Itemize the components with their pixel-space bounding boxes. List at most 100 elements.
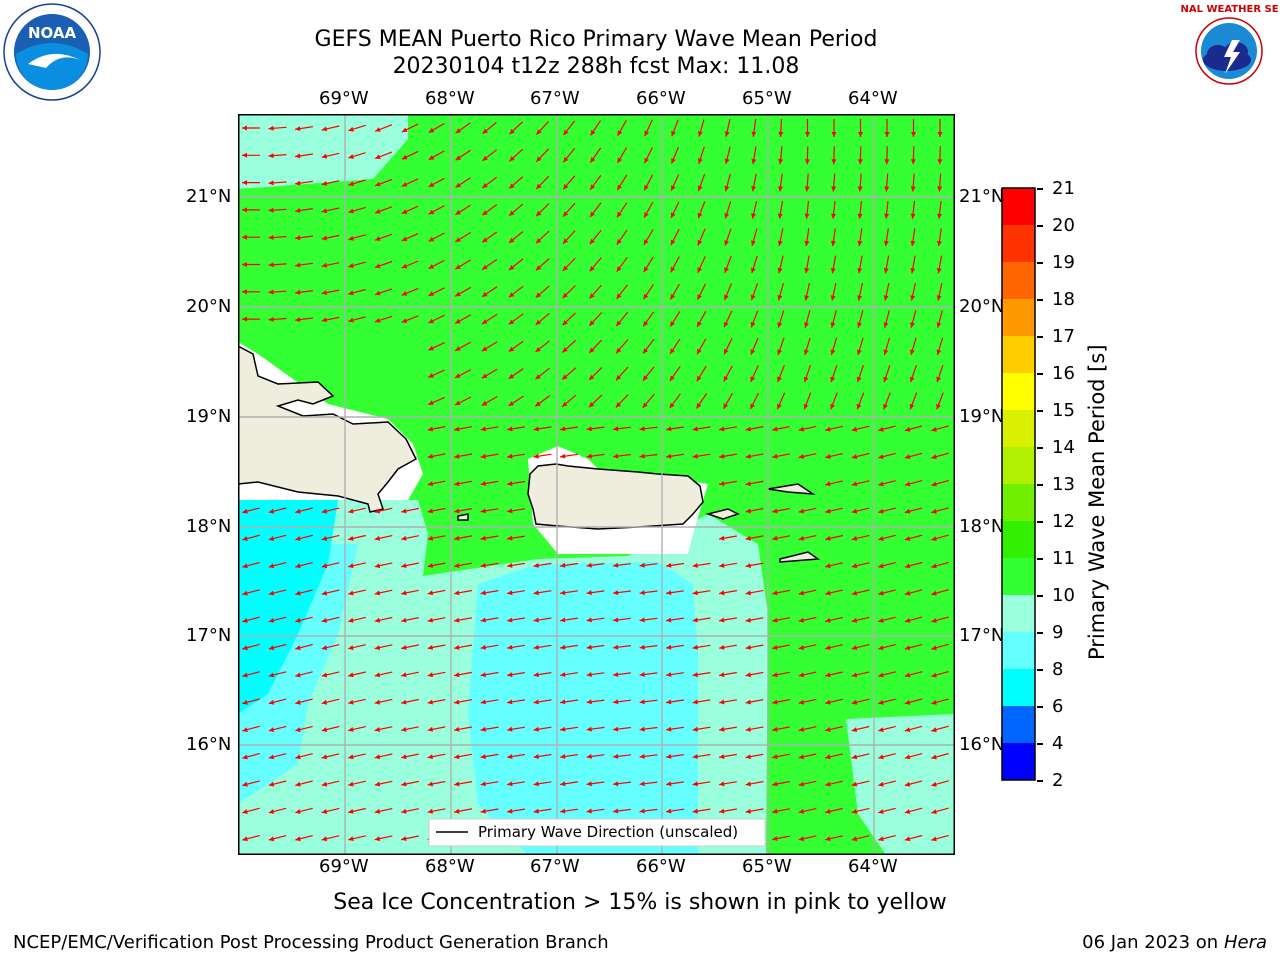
wave-arrow-head: [666, 426, 672, 432]
wave-arrow-head: [508, 401, 514, 406]
wave-arrow-head: [375, 154, 381, 160]
wave-arrow-head: [857, 349, 862, 355]
wave-arrow-head: [825, 426, 831, 432]
wave-arrow-head: [374, 590, 381, 596]
wave-arrow-head: [825, 645, 831, 650]
wave-arrow-head: [772, 836, 778, 841]
wave-arrow-head: [878, 781, 884, 787]
wave-arrow-head: [772, 426, 778, 432]
wave-arrow-head: [825, 454, 831, 459]
wave-arrow-head: [295, 563, 301, 569]
wave-arrow-head: [268, 781, 275, 787]
wave-arrow-head: [931, 508, 937, 514]
wave-arrow-head: [825, 590, 831, 596]
wave-arrow-head: [295, 809, 301, 814]
wave-arrow-head: [589, 238, 595, 245]
wave-arrow-head: [857, 268, 863, 274]
wave-arrow-head: [931, 454, 937, 460]
wave-arrow-head: [427, 426, 433, 432]
wave-arrow-head: [586, 562, 592, 568]
wave-arrow-head: [851, 645, 858, 651]
colorbar-segment: [1002, 484, 1035, 522]
wave-arrow-head: [937, 186, 943, 192]
wave-arrow-head: [878, 536, 884, 541]
wave-arrow-head: [509, 237, 515, 243]
wave-arrow-head: [670, 294, 676, 300]
wave-arrow-head: [268, 262, 274, 268]
wave-arrow-head: [798, 590, 805, 596]
wave-arrow-head: [586, 808, 592, 814]
wave-arrow-head: [242, 754, 248, 760]
wave-arrow-head: [719, 426, 725, 432]
lat-tick-left-18n: 18°N: [186, 516, 232, 537]
wave-arrow-head: [878, 809, 884, 814]
wave-arrow-head: [750, 294, 756, 301]
noaa-logo: NOAA: [3, 3, 101, 101]
period-9-10-region-north: [238, 114, 408, 189]
colorbar-tick: 2: [1052, 770, 1064, 791]
wave-arrow-head: [830, 403, 835, 410]
map-panel: Primary Wave Direction (unscaled): [238, 114, 955, 855]
wave-arrow-head: [883, 295, 889, 301]
wave-arrow-head: [348, 808, 354, 814]
wave-arrow-head: [562, 265, 568, 271]
colorbar-tick: 20: [1052, 215, 1075, 236]
wave-arrow-head: [375, 127, 381, 132]
wave-arrow-head: [936, 349, 942, 355]
wave-arrow-head: [830, 240, 836, 247]
wave-arrow-head: [719, 726, 725, 732]
wave-arrow-head: [268, 590, 275, 596]
wave-arrow-head: [804, 186, 810, 192]
wave-arrow-head: [825, 535, 831, 541]
wave-arrow-head: [639, 808, 645, 814]
wave-arrow-head: [480, 481, 486, 486]
wave-arrow-head: [936, 295, 942, 301]
wave-arrow-head: [697, 158, 703, 164]
wave-arrow-head: [616, 347, 622, 354]
wave-arrow-head: [560, 672, 566, 677]
wave-arrow-head: [883, 376, 889, 383]
wave-arrow-head: [692, 590, 698, 596]
wave-arrow-head: [617, 157, 623, 163]
wave-arrow-head: [804, 322, 809, 328]
wave-arrow-head: [884, 213, 890, 219]
wave-arrow-head: [692, 617, 698, 623]
wave-arrow-head: [455, 264, 461, 270]
wave-arrow-head: [482, 155, 488, 161]
wave-arrow-head: [719, 617, 725, 623]
wave-arrow-head: [507, 808, 513, 814]
wave-arrow-head: [858, 132, 863, 137]
wave-arrow-head: [428, 291, 434, 296]
wave-arrow-head: [535, 347, 541, 352]
wave-arrow-head: [536, 129, 542, 135]
wave-arrow-head: [884, 159, 890, 165]
wave-arrow-head: [586, 672, 592, 677]
colorbar-segment: [1002, 595, 1035, 633]
colorbar-segment: [1002, 558, 1035, 596]
lon-tick-bottom-66w: 66°W: [636, 856, 686, 877]
wave-arrow-head: [856, 376, 862, 383]
wave-arrow-head: [560, 726, 566, 732]
wave-arrow-head: [348, 508, 354, 514]
wave-arrow-head: [321, 153, 328, 159]
wave-arrow-head: [507, 508, 513, 514]
wave-arrow-head: [589, 265, 595, 272]
wave-arrow-head: [745, 808, 751, 814]
wave-arrow-head: [268, 672, 275, 678]
wave-arrow-head: [639, 753, 645, 759]
lon-tick-top-69w: 69°W: [319, 88, 369, 109]
wave-arrow-head: [904, 454, 911, 459]
wave-arrow-head: [563, 184, 569, 190]
wave-arrow-head: [348, 181, 354, 187]
wave-arrow-head: [535, 265, 542, 271]
wave-arrow-head: [878, 645, 884, 651]
wave-arrow-head: [427, 754, 433, 760]
colorbar-segment: [1002, 410, 1035, 448]
wave-arrow-head: [666, 672, 672, 677]
wave-arrow-head: [535, 292, 542, 298]
wave-arrow-head: [724, 348, 729, 355]
wave-arrow-head: [666, 699, 672, 705]
wave-arrow-head: [936, 268, 942, 274]
wave-arrow-head: [724, 131, 730, 137]
wave-arrow-head: [427, 726, 433, 732]
